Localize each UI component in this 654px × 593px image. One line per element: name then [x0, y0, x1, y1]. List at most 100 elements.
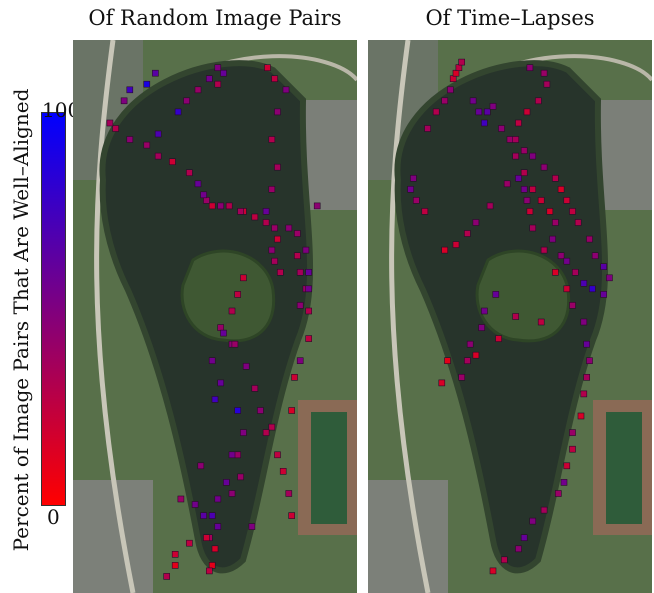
data-point-timelapse-73	[540, 163, 548, 171]
data-point-timelapse-78	[523, 108, 531, 116]
data-point-random-15	[291, 373, 298, 381]
data-point-random-46	[220, 329, 227, 337]
data-point-timelapse-93	[444, 357, 451, 365]
data-point-timelapse-1	[501, 556, 508, 564]
data-point-timelapse-86	[466, 340, 474, 348]
data-point-timelapse-54	[537, 197, 545, 204]
data-point-random-81	[126, 136, 134, 143]
data-point-timelapse-71	[557, 186, 565, 193]
data-point-timelapse-3	[520, 534, 528, 542]
data-point-random-43	[228, 307, 236, 315]
data-point-timelapse-28	[472, 219, 480, 226]
data-point-random-66	[271, 224, 278, 232]
data-point-random-18	[234, 451, 241, 459]
data-point-random-28	[163, 573, 170, 580]
data-point-random-2	[282, 86, 290, 94]
data-point-timelapse-57	[549, 235, 556, 243]
data-point-timelapse-63	[600, 291, 607, 298]
data-point-timelapse-8	[563, 462, 571, 470]
data-point-random-93	[220, 69, 227, 77]
road-left	[389, 40, 431, 593]
data-point-random-13	[305, 335, 312, 342]
data-point-random-84	[120, 97, 128, 105]
left-map-plot	[73, 40, 357, 593]
data-point-timelapse-58	[557, 252, 565, 259]
colorbar-min-label: 0	[47, 505, 60, 529]
data-point-random-86	[143, 80, 151, 88]
data-point-random-0	[264, 64, 271, 72]
data-point-timelapse-42	[455, 64, 463, 72]
sports-field	[311, 412, 347, 524]
data-point-timelapse-51	[512, 152, 519, 160]
data-point-timelapse-44	[469, 97, 477, 105]
data-point-random-91	[194, 86, 202, 94]
data-point-random-57	[305, 285, 312, 293]
data-point-timelapse-75	[520, 147, 528, 154]
data-point-timelapse-32	[421, 208, 429, 215]
data-point-random-79	[154, 152, 162, 160]
data-points	[407, 58, 613, 575]
data-point-random-56	[296, 302, 304, 309]
data-point-random-40	[208, 357, 216, 365]
aerial-map-background	[73, 40, 357, 593]
data-point-timelapse-47	[484, 108, 491, 116]
data-point-random-88	[154, 130, 162, 138]
data-point-random-54	[285, 490, 293, 497]
data-point-random-60	[294, 230, 301, 237]
data-point-timelapse-14	[586, 357, 593, 365]
data-point-timelapse-52	[520, 169, 528, 176]
data-point-timelapse-74	[529, 152, 536, 160]
data-point-timelapse-0	[489, 567, 497, 575]
data-point-timelapse-88	[458, 373, 465, 381]
data-point-random-21	[214, 495, 222, 503]
data-point-timelapse-38	[441, 97, 448, 105]
data-point-random-47	[231, 340, 239, 348]
data-point-random-96	[203, 534, 210, 542]
data-point-random-5	[274, 163, 281, 171]
data-point-timelapse-76	[512, 136, 519, 143]
data-point-random-73	[208, 202, 216, 210]
data-point-timelapse-80	[543, 80, 551, 88]
data-point-timelapse-17	[569, 302, 576, 309]
data-point-random-34	[237, 473, 244, 481]
right-chart-title: Of Time–Lapses	[425, 6, 595, 30]
data-point-timelapse-83	[492, 291, 500, 298]
data-point-random-52	[274, 451, 281, 459]
data-point-timelapse-89	[512, 313, 519, 320]
data-point-timelapse-45	[475, 108, 483, 116]
data-point-random-6	[268, 186, 276, 193]
data-point-random-62	[277, 269, 284, 276]
data-point-random-33	[228, 490, 236, 497]
data-point-timelapse-62	[589, 285, 596, 293]
data-point-timelapse-29	[464, 230, 471, 237]
data-point-timelapse-19	[552, 269, 559, 276]
data-point-timelapse-69	[569, 208, 576, 215]
data-point-random-97	[211, 545, 219, 553]
data-point-random-19	[197, 462, 205, 470]
data-point-random-20	[223, 479, 230, 486]
data-point-random-82	[112, 125, 119, 132]
data-point-random-70	[237, 208, 244, 215]
data-point-random-78	[169, 158, 176, 165]
data-point-random-14	[296, 357, 304, 365]
data-point-random-68	[251, 213, 259, 221]
data-point-random-27	[171, 562, 179, 569]
data-point-random-1	[271, 75, 278, 83]
data-point-timelapse-65	[600, 263, 607, 270]
data-point-random-74	[203, 197, 210, 204]
data-point-timelapse-48	[489, 103, 497, 110]
data-point-random-49	[251, 385, 259, 392]
data-point-random-48	[242, 362, 250, 370]
aerial-map-background	[368, 40, 652, 593]
data-point-timelapse-81	[540, 69, 548, 77]
data-point-random-36	[240, 429, 247, 436]
island	[180, 249, 276, 343]
data-point-random-50	[257, 407, 264, 414]
data-point-timelapse-25	[515, 175, 522, 182]
data-point-random-77	[186, 169, 193, 176]
data-point-timelapse-66	[591, 252, 599, 259]
data-point-random-10	[296, 269, 304, 276]
data-point-random-58	[305, 269, 312, 276]
data-point-timelapse-41	[452, 69, 460, 77]
data-point-random-89	[174, 108, 182, 116]
